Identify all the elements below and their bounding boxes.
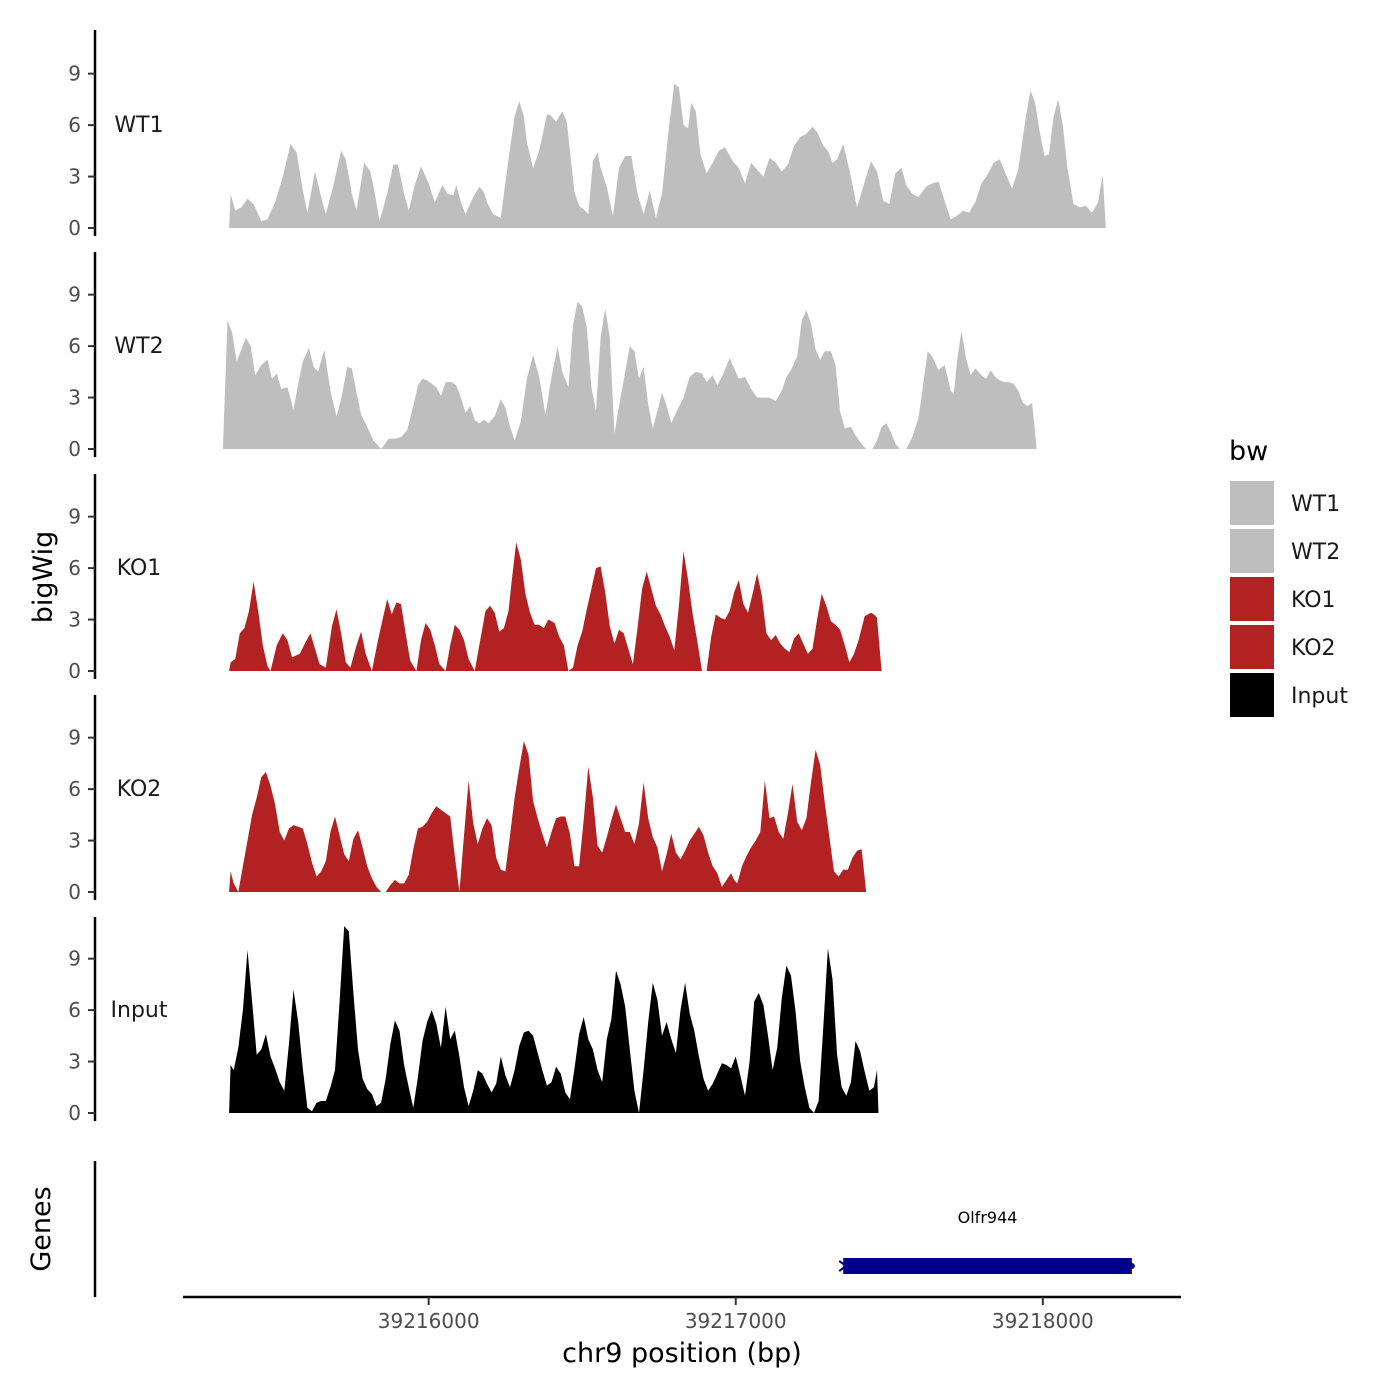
legend: bw WT1 WT2 KO1 KO2 Input	[1228, 436, 1348, 719]
genes-panel: Genes Olfr944	[26, 1161, 1135, 1297]
x-tick-label: 39217000	[685, 1309, 787, 1333]
y-tick-label: 6	[68, 777, 81, 801]
y-tick-label: 6	[68, 556, 81, 580]
strand-arrow-icon	[838, 1260, 848, 1272]
legend-label: WT2	[1291, 540, 1340, 565]
x-tick-label: 39218000	[992, 1309, 1094, 1333]
y-tick-label: 0	[68, 659, 81, 683]
y-tick-label: 6	[68, 334, 81, 358]
gene-Olfr944: Olfr944	[838, 1208, 1135, 1274]
track-KO1: 0 3 6 9 KO1	[68, 474, 882, 683]
track-WT2: 0 3 6 9 WT2	[68, 252, 1037, 461]
legend-items: WT1 WT2 KO1 KO2 Input	[1228, 479, 1348, 719]
legend-item-KO2: KO2	[1228, 623, 1336, 671]
y-tick-label: 3	[68, 829, 81, 853]
x-axis-ticks: 39216000 39217000 39218000	[378, 1297, 1094, 1333]
signal-area-WT2	[222, 301, 1037, 449]
y-tick-label: 0	[68, 880, 81, 904]
y-axis-title-tracks: bigWig	[28, 531, 59, 624]
legend-swatch	[1228, 623, 1276, 671]
legend-item-WT2: WT2	[1228, 527, 1340, 575]
track-label-KO2: KO2	[117, 777, 162, 802]
x-tick-label: 39216000	[378, 1309, 480, 1333]
gene-end-marker	[1128, 1263, 1135, 1269]
legend-swatch	[1228, 671, 1276, 719]
y-tick-label: 3	[68, 608, 81, 632]
gene-body	[843, 1258, 1132, 1274]
y-tick-label: 3	[68, 165, 81, 189]
gene-label: Olfr944	[958, 1208, 1018, 1227]
legend-label: KO2	[1291, 636, 1336, 661]
track-Input: 0 3 6 9 Input	[68, 917, 879, 1125]
legend-title: bw	[1229, 436, 1268, 467]
y-tick-label: 9	[68, 726, 81, 750]
legend-label: WT1	[1291, 492, 1340, 517]
track-WT1: 0 3 6 9 WT1	[68, 30, 1106, 240]
signal-area-Input	[229, 926, 879, 1113]
gene-models: Olfr944	[838, 1208, 1135, 1274]
y-axis-title-genes: Genes	[26, 1186, 57, 1271]
track-label-WT1: WT1	[114, 113, 163, 138]
y-tick-label: 3	[68, 1050, 81, 1074]
y-tick-label: 9	[68, 947, 81, 971]
y-tick-label: 9	[68, 283, 81, 307]
legend-swatch	[1228, 575, 1276, 623]
track-label-Input: Input	[111, 998, 168, 1023]
y-tick-label: 3	[68, 386, 81, 410]
x-axis-title: chr9 position (bp)	[562, 1338, 802, 1369]
track-KO2: 0 3 6 9 KO2	[68, 695, 867, 904]
track-label-KO1: KO1	[117, 556, 162, 581]
signal-area-WT1	[229, 83, 1106, 229]
signal-area-KO2	[229, 741, 867, 892]
legend-item-WT1: WT1	[1228, 479, 1340, 527]
legend-item-Input: Input	[1228, 671, 1348, 719]
y-tick-label: 0	[68, 1101, 81, 1125]
track-label-WT2: WT2	[114, 334, 163, 359]
y-tick-label: 6	[68, 998, 81, 1022]
legend-label: Input	[1291, 684, 1348, 709]
legend-item-KO1: KO1	[1228, 575, 1336, 623]
signal-area-KO1	[229, 542, 882, 671]
legend-swatch	[1228, 479, 1276, 527]
x-axis: 39216000 39217000 39218000 chr9 position (…	[183, 1295, 1181, 1369]
y-tick-label: 0	[68, 216, 81, 240]
y-tick-label: 9	[68, 505, 81, 529]
track-panels: 0 3 6 9 WT1 0 3 6 9 WT2 0 3 6 9 KO1 0 3 6 9 KO2 0 3 6 9 Input	[68, 30, 1106, 1125]
y-tick-label: 9	[68, 62, 81, 86]
legend-label: KO1	[1291, 588, 1336, 613]
y-tick-label: 6	[68, 113, 81, 137]
legend-swatch	[1228, 527, 1276, 575]
y-tick-label: 0	[68, 437, 81, 461]
